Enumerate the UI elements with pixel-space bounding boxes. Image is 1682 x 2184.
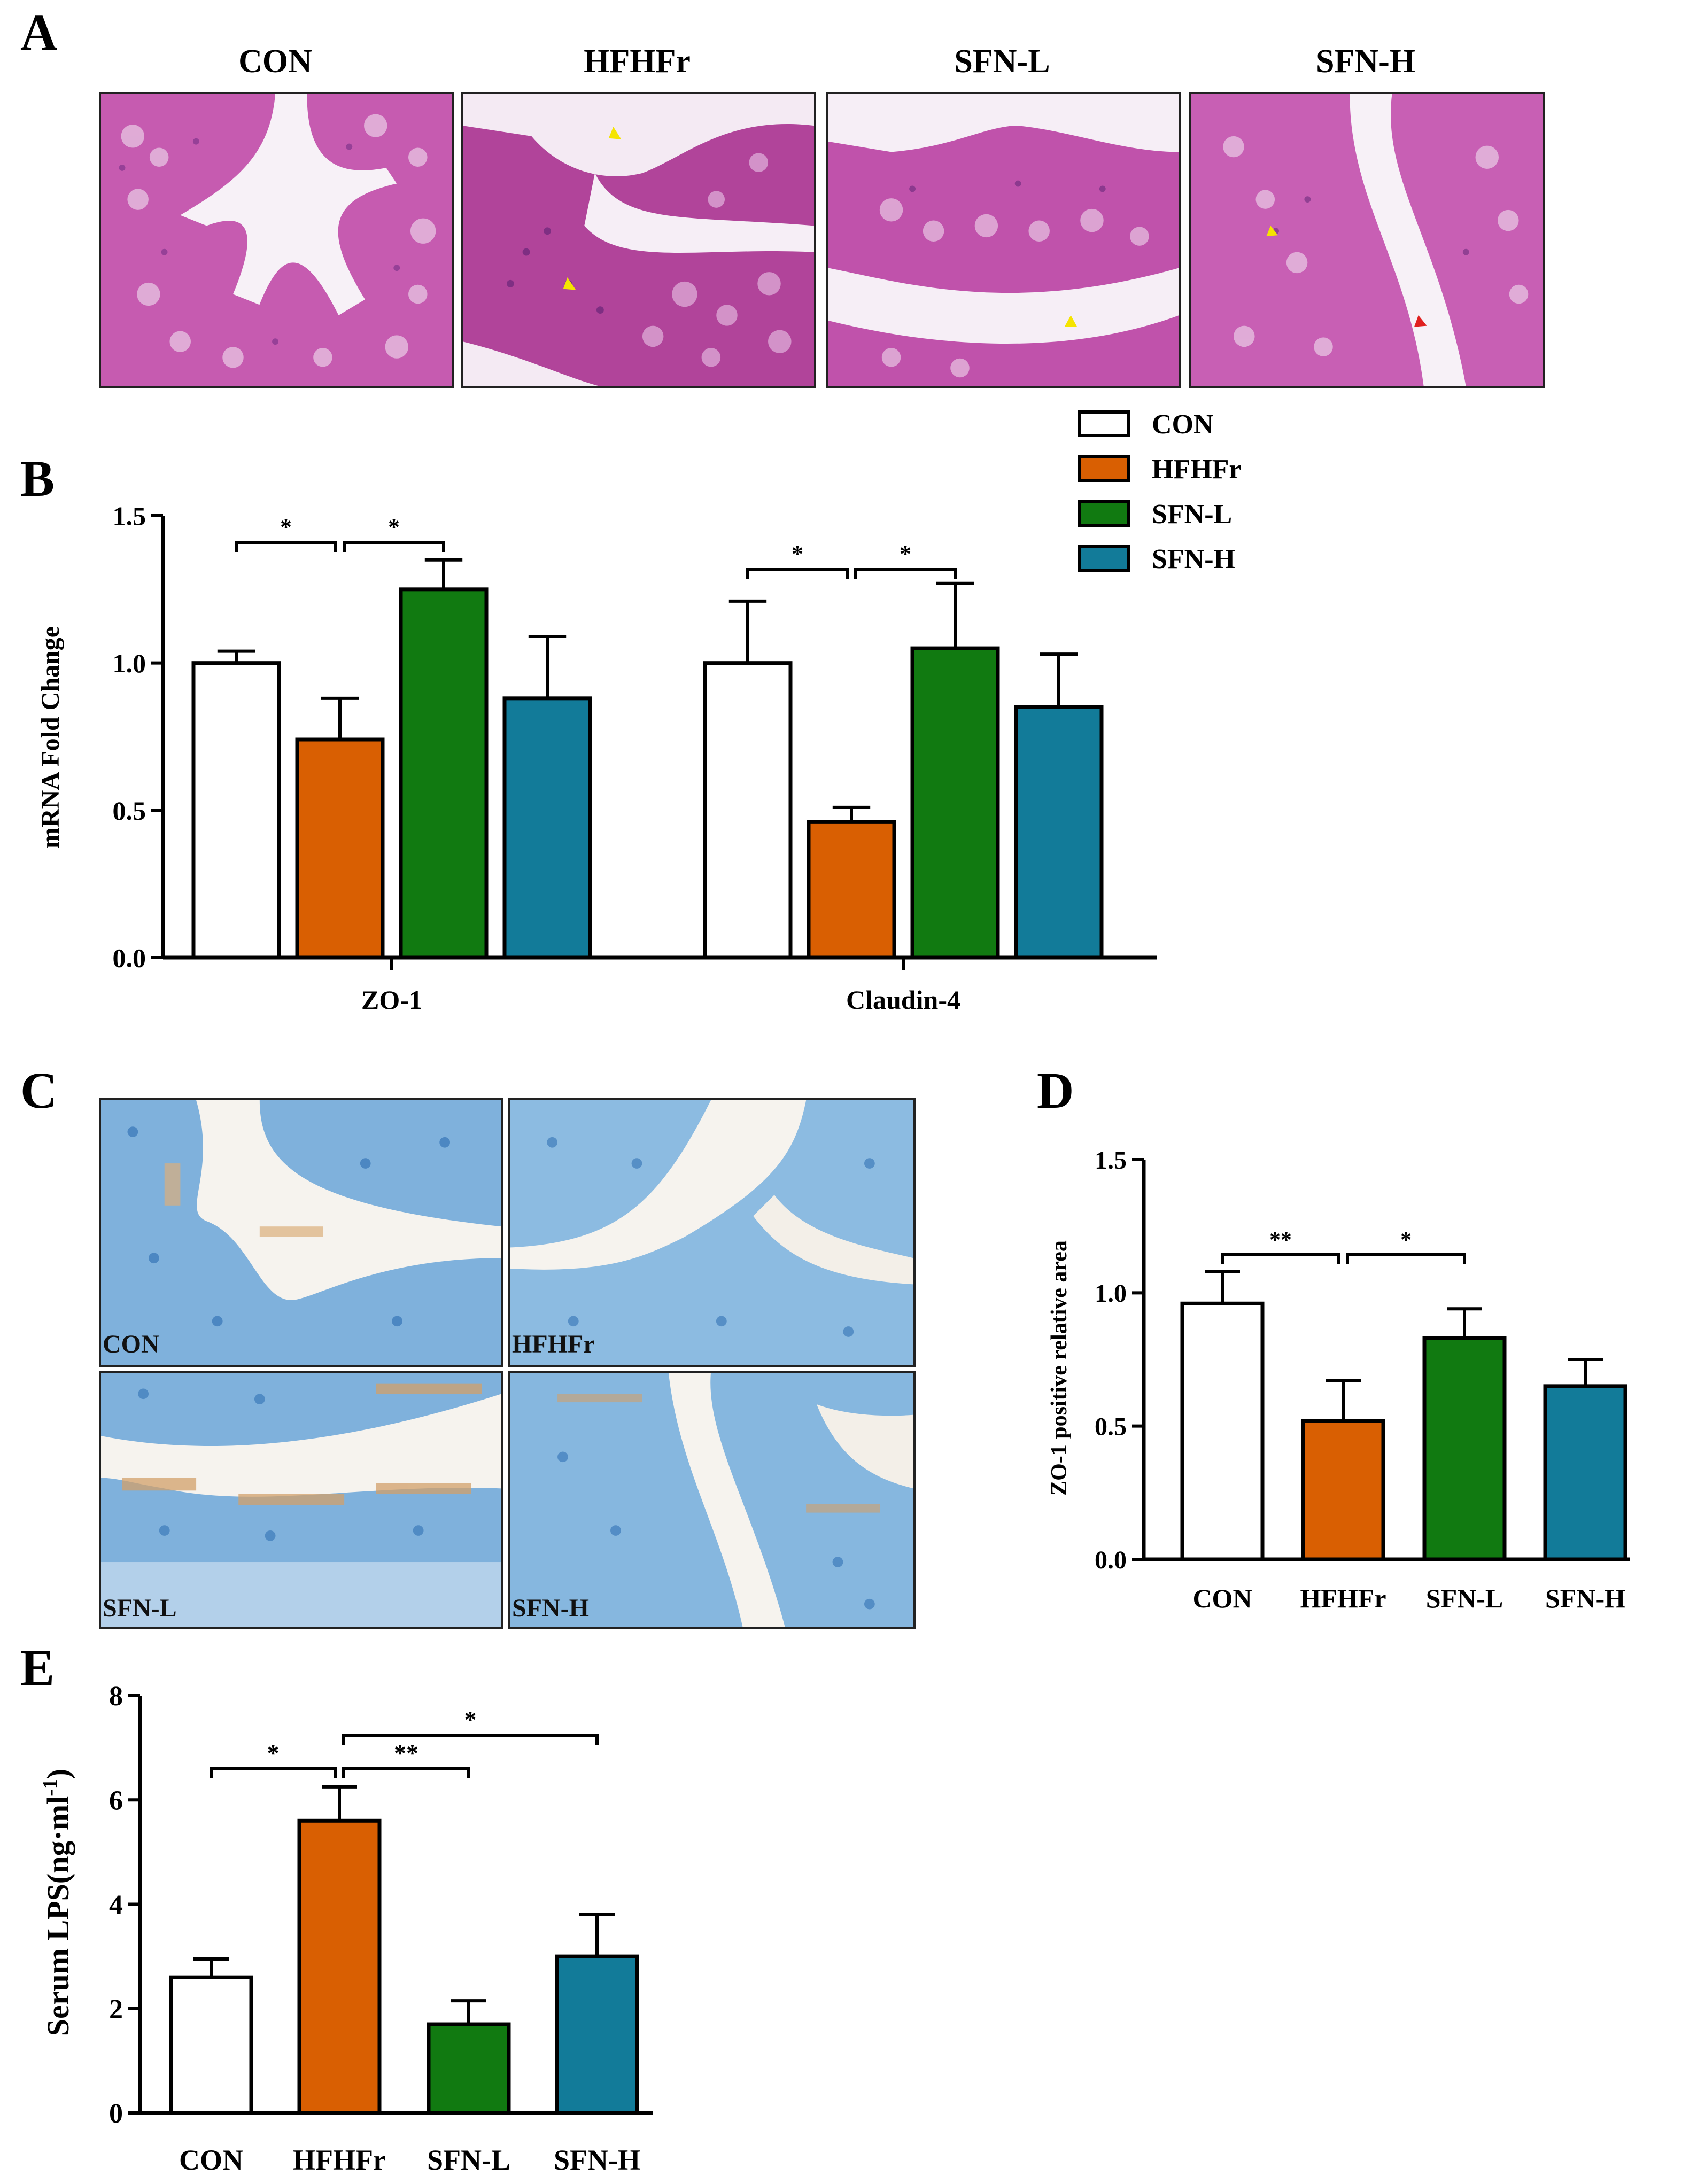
- panel-d-significance-bracket: [1346, 1253, 1466, 1264]
- panel-b-bar: [502, 696, 592, 960]
- panel-d-y-tick-label: 1.5: [1095, 1146, 1127, 1175]
- panel-d-significance-mark: *: [1400, 1228, 1412, 1253]
- panel-b-y-axis-label: mRNA Fold Change: [36, 626, 65, 849]
- panel-b-x-tick-label: ZO-1: [361, 985, 422, 1015]
- panel-b-bar: [399, 587, 489, 960]
- he-title-sfn-l: SFN-L: [954, 43, 1050, 80]
- he-image-sfn-h: [1189, 92, 1545, 388]
- panel-b-y-tick-label: 0.5: [113, 796, 146, 826]
- panel-e-y-tick-label: 4: [109, 1890, 123, 1921]
- ihc-image-sfn-h: [508, 1371, 916, 1629]
- panel-b-significance-bracket: [746, 568, 849, 579]
- panel-b-significance-mark: *: [280, 514, 292, 540]
- panel-d-bar: [1543, 1384, 1627, 1561]
- panel-b-significance-bracket: [854, 568, 957, 579]
- panel-letter-c: C: [20, 1062, 58, 1119]
- panel-e-y-tick-label: 6: [109, 1785, 123, 1816]
- panel-b-bar: [191, 661, 281, 960]
- panel-b-bar: [807, 820, 896, 960]
- ihc-label-con: CON: [103, 1330, 160, 1358]
- ihc-image-hfhfr: [508, 1098, 916, 1367]
- panel-e-y-tick-label: 0: [109, 2098, 123, 2129]
- ihc-label-hfhfr: HFHFr: [512, 1330, 595, 1358]
- panel-b-legend-label: CON: [1152, 409, 1214, 440]
- panel-e-significance-bracket: [342, 1767, 470, 1778]
- panel-b-legend-label: HFHFr: [1152, 454, 1242, 485]
- panel-b-bar: [910, 646, 1000, 960]
- panel-letter-a: A: [20, 4, 58, 61]
- panel-b-x-tick-label: Claudin-4: [846, 985, 960, 1015]
- panel-b-significance-mark: *: [388, 514, 400, 540]
- panel-d-significance-bracket: [1221, 1253, 1340, 1264]
- panel-b-bar: [703, 661, 793, 960]
- panel-letter-d: D: [1037, 1062, 1074, 1119]
- panel-d-y-tick-label: 1.0: [1095, 1279, 1127, 1308]
- panel-d-x-tick-label: HFHFr: [1300, 1583, 1386, 1613]
- panel-d-x-tick-label: CON: [1192, 1583, 1252, 1613]
- he-title-con: CON: [238, 43, 312, 80]
- panel-b-legend-swatch: [1078, 455, 1130, 482]
- panel-b-legend-swatch: [1078, 545, 1130, 572]
- panel-e-significance-mark: *: [267, 1739, 280, 1767]
- panel-d-bar: [1180, 1301, 1265, 1561]
- he-title-sfn-h: SFN-H: [1316, 43, 1415, 80]
- panel-b-y-tick-label: 1.0: [113, 648, 146, 678]
- ihc-image-sfn-l: [99, 1371, 503, 1629]
- panel-b-y-tick-label: 0.0: [113, 943, 146, 973]
- he-image-hfhfr: [461, 92, 816, 388]
- panel-b-legend-label: SFN-H: [1152, 544, 1235, 574]
- panel-d-y-axis-label: ZO-1 positive relative area: [1047, 1240, 1072, 1496]
- panel-b-significance-bracket: [235, 541, 337, 552]
- panel-e-x-tick-label: CON: [179, 2144, 243, 2176]
- panel-e-x-tick-label: SFN-L: [427, 2144, 510, 2176]
- panel-b-legend-swatch: [1078, 500, 1130, 527]
- panel-e-bar: [169, 1975, 253, 2115]
- panel-b-y-tick-label: 1.5: [113, 501, 146, 531]
- panel-b-bar: [1014, 705, 1104, 960]
- panel-d-bar: [1422, 1336, 1507, 1561]
- panel-e-significance-mark: *: [464, 1706, 477, 1733]
- panel-e-significance-bracket: [342, 1734, 599, 1745]
- ihc-image-con: [99, 1098, 503, 1367]
- panel-e-x-tick-label: HFHFr: [293, 2144, 386, 2176]
- he-image-sfn-l: [826, 92, 1181, 388]
- panel-b-legend-label: SFN-L: [1152, 499, 1232, 530]
- panel-e-y-tick-label: 8: [109, 1681, 123, 1712]
- panel-e-x-tick-label: SFN-H: [554, 2144, 640, 2176]
- panel-b-significance-bracket: [343, 541, 445, 552]
- panel-e-y-tick-label: 2: [109, 1994, 123, 2025]
- panel-b-significance-mark: *: [792, 541, 803, 567]
- panel-e-bar: [555, 1954, 639, 2115]
- panel-d-x-tick-label: SFN-H: [1545, 1583, 1625, 1613]
- panel-d-bar: [1301, 1419, 1385, 1561]
- panel-b-significance-mark: *: [900, 541, 911, 567]
- panel-letter-b: B: [20, 450, 55, 507]
- panel-e-significance-mark: **: [394, 1739, 418, 1767]
- panel-letter-e: E: [20, 1639, 55, 1696]
- he-image-con: [99, 92, 454, 388]
- panel-d-y-tick-label: 0.0: [1095, 1546, 1127, 1574]
- panel-e-bar: [427, 2022, 511, 2115]
- panel-d-y-tick-label: 0.5: [1095, 1412, 1127, 1441]
- panel-e-significance-bracket: [210, 1767, 337, 1778]
- panel-e-bar: [297, 1818, 382, 2115]
- panel-d-x-tick-label: SFN-L: [1426, 1583, 1503, 1613]
- panel-d-significance-mark: **: [1269, 1228, 1292, 1253]
- panel-e-y-axis-label: Serum LPS(ng·ml-1): [39, 1769, 75, 2037]
- ihc-label-sfn-h: SFN-H: [512, 1594, 589, 1622]
- panel-b-legend-swatch: [1078, 410, 1130, 437]
- he-title-hfhfr: HFHFr: [584, 43, 691, 80]
- panel-b-bar: [295, 737, 385, 960]
- ihc-label-sfn-l: SFN-L: [103, 1594, 177, 1622]
